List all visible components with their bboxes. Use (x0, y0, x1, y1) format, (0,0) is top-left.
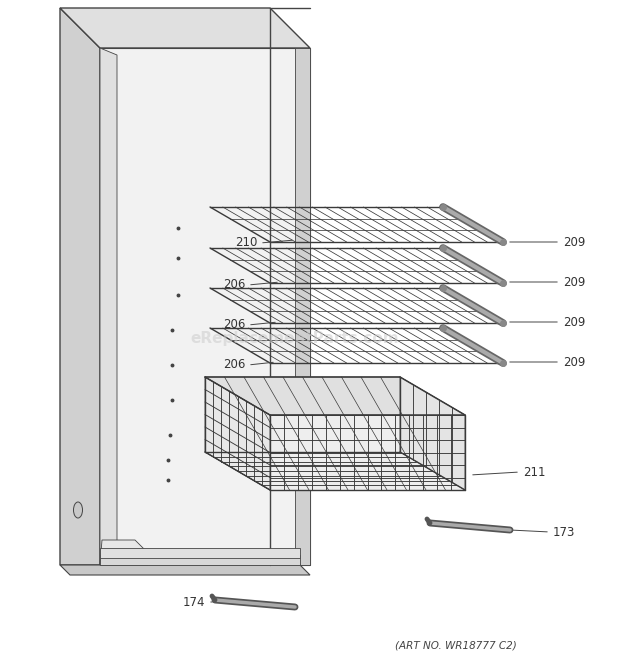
Polygon shape (100, 48, 310, 565)
Text: 206: 206 (223, 319, 245, 332)
Text: (ART NO. WR18777 C2): (ART NO. WR18777 C2) (395, 640, 516, 650)
Polygon shape (205, 377, 270, 490)
Text: 206: 206 (223, 358, 245, 371)
Polygon shape (100, 555, 300, 565)
Text: 209: 209 (563, 276, 585, 288)
Polygon shape (100, 548, 300, 558)
Text: 173: 173 (553, 525, 575, 539)
Text: 209: 209 (563, 356, 585, 368)
Text: 211: 211 (523, 465, 546, 479)
Polygon shape (60, 8, 100, 565)
Text: 174: 174 (182, 596, 205, 609)
Text: 209: 209 (563, 235, 585, 249)
Polygon shape (270, 415, 465, 490)
Polygon shape (100, 48, 117, 565)
Text: 210: 210 (234, 237, 257, 249)
Ellipse shape (74, 502, 82, 518)
Polygon shape (295, 48, 310, 565)
Polygon shape (60, 8, 310, 48)
Polygon shape (205, 377, 465, 415)
Polygon shape (400, 377, 465, 490)
Polygon shape (100, 540, 148, 565)
Polygon shape (60, 565, 310, 575)
Text: eReplacementParts.com: eReplacementParts.com (191, 330, 399, 346)
Text: 209: 209 (563, 315, 585, 329)
Text: 206: 206 (223, 278, 245, 292)
